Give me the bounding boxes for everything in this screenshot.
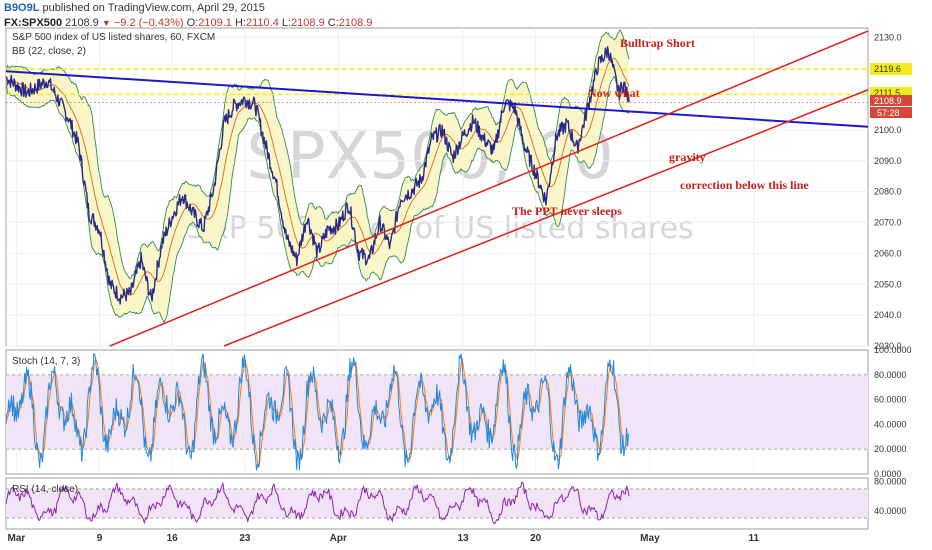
annotation-ppt: The PPT never sleeps	[512, 204, 622, 218]
stoch-panel-title: Stoch (14, 7, 3)	[12, 356, 80, 367]
y-tick-label: 2080.0	[874, 187, 902, 197]
price-series	[5, 46, 630, 305]
rsi-panel-title: RSI (14, close)	[12, 484, 78, 495]
close-value: 2108.9	[338, 17, 373, 29]
chart-header: B9O9L published on TradingView.com, Apri…	[0, 0, 932, 34]
x-tick-label: 13	[457, 533, 469, 544]
svg-text:2119.6: 2119.6	[874, 64, 901, 74]
high-label: H:	[234, 17, 246, 29]
y-tick-label: 2100.0	[874, 125, 902, 135]
rsi-line	[5, 480, 630, 525]
high-value: 2110.4	[245, 17, 279, 29]
svg-text:2111.5: 2111.5	[874, 88, 900, 98]
bollinger-upper	[5, 29, 630, 280]
close-line	[5, 46, 630, 305]
annotation-correction: correction below this line	[680, 178, 809, 192]
y-tick-label: 2130.0	[874, 32, 902, 42]
rsi-tick-label: 40.0000	[874, 506, 907, 516]
x-tick-label: 20	[530, 533, 542, 544]
bollinger-fill	[6, 30, 630, 323]
y-tick-label: 2050.0	[874, 279, 902, 289]
main-panel-title: S&P 500 index of US listed shares, 60, F…	[12, 32, 215, 43]
open-value: 2109.1	[198, 17, 232, 29]
symbol-label[interactable]: FX:SPX500	[4, 17, 63, 29]
price-label-last: 2108.9	[870, 95, 912, 106]
x-tick-label: 16	[167, 533, 179, 544]
stoch-d-line	[5, 357, 629, 468]
svg-text:2108.9: 2108.9	[874, 96, 902, 106]
publisher-name[interactable]: B9O9L	[4, 2, 40, 14]
last-price: 2108.9	[65, 17, 99, 29]
price-change: −9.2 (−0.43%)	[113, 17, 184, 29]
rsi-band-fill	[6, 488, 868, 519]
header-quote-line: FX:SPX500 2108.9 ▼ −9.2 (−0.43%) O:2109.…	[4, 17, 372, 29]
annotation-bulltrap: Bulltrap Short	[620, 36, 695, 50]
open-label: O:	[186, 17, 199, 29]
publish-info: published on TradingView.com, April 29, …	[42, 2, 265, 14]
y-tick-label: 2070.0	[874, 218, 902, 228]
x-tick-label: May	[640, 533, 660, 544]
stoch-tick-label: 60.0000	[874, 395, 907, 405]
stoch-tick-label: 0.0000	[874, 469, 902, 479]
trendlines	[5, 30, 869, 347]
bb-panel-title: BB (22, close, 2)	[12, 46, 86, 57]
close-label: C:	[327, 17, 339, 29]
low-value: 2108.9	[291, 17, 325, 29]
y-tick-label: 2030.0	[874, 341, 902, 351]
y-tick-label: 2060.0	[874, 248, 902, 258]
stoch-tick-label: 20.0000	[874, 444, 907, 454]
y-tick-label: 2040.0	[874, 310, 902, 320]
y-tick-label: 2090.0	[874, 156, 902, 166]
price-label-high: 2119.6	[870, 63, 912, 75]
rsi-tick-label: 80.0000	[874, 477, 907, 487]
x-tick-label: Mar	[8, 533, 26, 544]
countdown-label: 57:28	[870, 107, 912, 118]
bollinger-lower	[5, 75, 630, 324]
annotation-gravity: gravity	[669, 150, 706, 164]
bollinger-bands	[5, 29, 630, 324]
down-arrow-icon: ▼	[101, 18, 111, 28]
annotation-now-what: Now what	[588, 86, 640, 100]
svg-text:57:28: 57:28	[877, 108, 900, 118]
trendline-blue	[5, 70, 869, 128]
bollinger-basis	[5, 57, 630, 296]
stoch-tick-label: 100.0000	[874, 345, 912, 355]
low-label: L:	[281, 17, 292, 29]
x-tick-label: 23	[239, 533, 251, 544]
x-tick-label: 9	[97, 533, 103, 544]
trendline-red-upper	[109, 30, 869, 347]
stoch-tick-label: 40.0000	[874, 419, 907, 429]
header-publish-line: B9O9L published on TradingView.com, Apri…	[4, 2, 265, 14]
oscillators	[5, 352, 868, 525]
x-tick-label: 11	[749, 533, 760, 544]
x-tick-label: Apr	[330, 533, 347, 544]
trendline-red-lower	[223, 89, 869, 347]
watermark-description: S&P 500 index of US listed shares	[186, 211, 693, 246]
stoch-k-line	[5, 352, 629, 471]
stoch-tick-label: 80.0000	[874, 370, 907, 380]
